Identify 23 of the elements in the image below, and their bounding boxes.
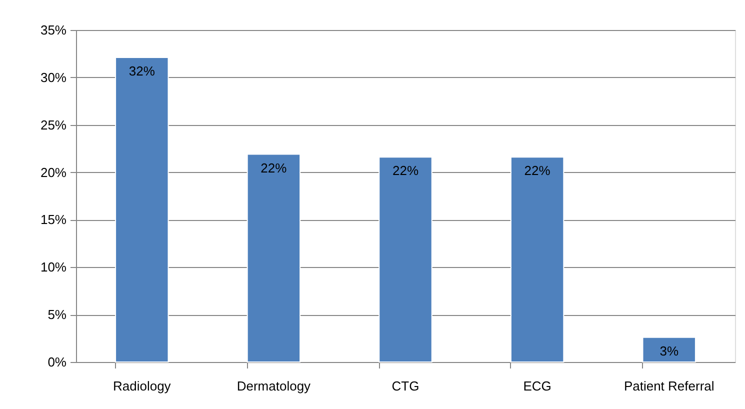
y-tick-label: 15% (40, 212, 67, 228)
data-label: 3% (660, 343, 679, 358)
data-label: 32% (128, 64, 156, 79)
y-tick-label: 10% (40, 260, 67, 275)
x-tick-label: Dermatology (236, 378, 312, 394)
x-tick-label: Radiology (112, 378, 172, 394)
bar (115, 57, 169, 362)
bar (510, 156, 564, 362)
data-label: 22% (524, 163, 551, 178)
x-tick-label: CTG (392, 378, 420, 394)
x-tick-label: Patient Referral (624, 378, 714, 394)
data-label: 22% (392, 163, 419, 178)
y-tick-label: 0% (48, 354, 67, 370)
data-label: 22% (260, 160, 288, 176)
y-tick-label: 20% (40, 164, 67, 180)
bar (246, 154, 301, 362)
y-tick-label: 30% (40, 70, 67, 85)
bar (378, 156, 432, 362)
y-tick-label: 35% (40, 22, 67, 38)
bar (642, 336, 696, 362)
y-tick-label: 5% (48, 307, 67, 322)
y-tick-label: 25% (40, 117, 67, 132)
x-tick-label: ECG (523, 378, 552, 394)
